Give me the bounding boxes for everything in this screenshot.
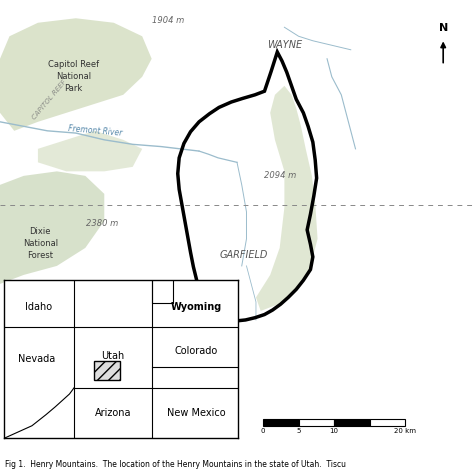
- Text: 20 km: 20 km: [394, 428, 416, 434]
- Bar: [263, 419, 299, 426]
- Polygon shape: [0, 172, 104, 284]
- Text: 5: 5: [296, 428, 301, 434]
- Text: Nevada: Nevada: [18, 354, 55, 364]
- Text: 0: 0: [261, 428, 265, 434]
- Bar: [94, 361, 120, 380]
- Text: Dixie
National
Forest: Dixie National Forest: [23, 227, 58, 260]
- Text: Arizona: Arizona: [95, 408, 131, 418]
- Text: Fremont River: Fremont River: [67, 124, 122, 137]
- Text: CAPITOL REEF: CAPITOL REEF: [32, 78, 68, 120]
- Text: 1904 m: 1904 m: [152, 16, 184, 25]
- Polygon shape: [0, 18, 152, 131]
- Text: 2380 m: 2380 m: [86, 219, 118, 228]
- Text: 2094 m: 2094 m: [264, 172, 296, 180]
- Text: Colorado: Colorado: [174, 346, 218, 356]
- Text: Wyoming: Wyoming: [171, 301, 222, 311]
- Bar: [299, 419, 334, 426]
- Bar: [370, 419, 405, 426]
- Text: Utah: Utah: [101, 351, 125, 361]
- Text: Fig 1.  Henry Mountains.  The location of the Henry Mountains in the state of Ut: Fig 1. Henry Mountains. The location of …: [5, 460, 346, 469]
- Text: N: N: [438, 23, 448, 33]
- Polygon shape: [256, 86, 318, 311]
- Polygon shape: [38, 131, 142, 172]
- Text: New Mexico: New Mexico: [167, 408, 226, 418]
- Text: WAYNE: WAYNE: [267, 40, 302, 50]
- Text: 10: 10: [330, 428, 338, 434]
- Bar: [334, 419, 370, 426]
- Text: Idaho: Idaho: [26, 301, 53, 311]
- Text: Capitol Reef
National
Park: Capitol Reef National Park: [48, 61, 99, 93]
- Text: GARFIELD: GARFIELD: [220, 250, 268, 260]
